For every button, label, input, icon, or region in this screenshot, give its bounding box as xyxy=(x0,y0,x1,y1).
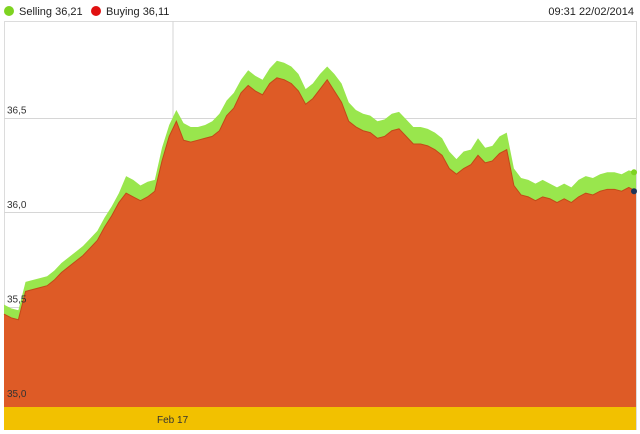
last-point-selling xyxy=(631,169,637,176)
y-tick-label-0: 35,0 xyxy=(7,389,27,400)
axis-ticks: Feb 17 35,0 35,5 36,0 36,5 xyxy=(7,106,189,427)
x-tick-label-0: Feb 17 xyxy=(157,415,189,426)
series-line-buying xyxy=(3,77,637,321)
x-axis-band xyxy=(4,407,636,430)
buying-legend-label: Buying 36,11 xyxy=(106,6,169,18)
series-areas xyxy=(3,60,637,408)
y-tick-label-3: 36,5 xyxy=(7,106,27,117)
series-area-buying xyxy=(4,77,636,407)
selling-legend-label: Selling 36,21 xyxy=(19,6,83,18)
y-tick-label-2: 36,0 xyxy=(7,200,27,211)
last-point-buying xyxy=(631,188,637,195)
legend: Selling 36,21 Buying 36,11 xyxy=(4,6,169,18)
x-axis-band-rect xyxy=(4,407,636,430)
timestamp: 09:31 22/02/2014 xyxy=(548,6,634,18)
selling-legend-dot xyxy=(4,6,14,16)
y-tick-label-1: 35,5 xyxy=(7,295,27,306)
buying-legend-dot xyxy=(91,6,101,16)
